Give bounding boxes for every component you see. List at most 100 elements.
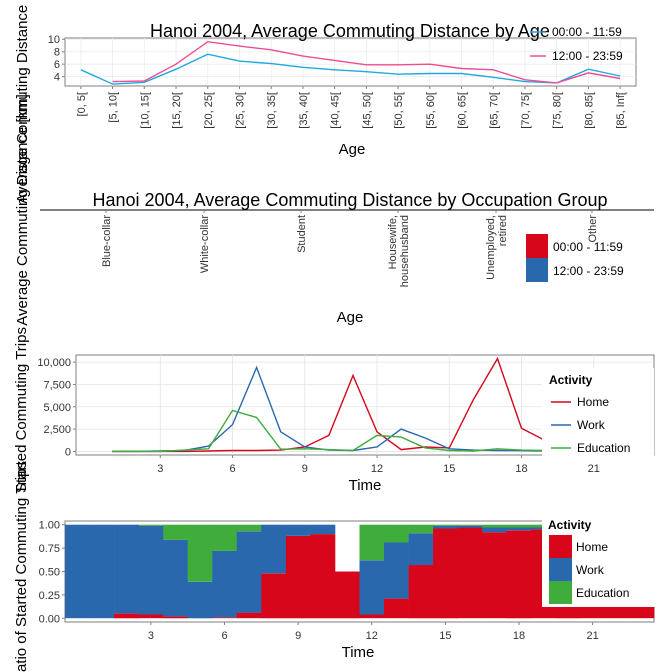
- y-tick-label: 0.00: [39, 613, 60, 625]
- stacked-bar-work: [285, 524, 311, 536]
- y-tick-label: 10,000: [37, 357, 71, 369]
- y-tick-label: 7,500: [43, 379, 71, 391]
- x-tick-label: [50, 55[: [393, 92, 405, 129]
- legend-title: Activity: [548, 518, 592, 532]
- y-tick-label: 8: [54, 47, 60, 59]
- stacked-bar-home: [138, 614, 164, 619]
- y-tick-label: 6: [54, 59, 60, 71]
- legend-box: [542, 368, 654, 458]
- x-tick-label: [0, 5[: [76, 92, 88, 116]
- x-tick-label: Unemployed,retired: [485, 215, 509, 280]
- x-tick-label: 21: [588, 463, 600, 475]
- series-line-2: [112, 40, 621, 84]
- stacked-bar-home: [285, 536, 311, 619]
- trip-ratio-chart: 0.00 0.25 0.50 0.75 1.00 3 6 9 12 15 18 21 Time Ratio…: [13, 461, 660, 672]
- stacked-bar-work: [433, 525, 458, 529]
- legend-label: 00:00 - 11:59: [553, 240, 623, 254]
- x-tick-label: 15: [443, 463, 455, 475]
- x-tick-label: Other: [587, 215, 599, 243]
- legend-label: 12:00 - 23:59: [552, 49, 623, 63]
- legend-key: [526, 234, 548, 258]
- stacked-bar-education: [359, 524, 385, 561]
- stacked-bar-work: [359, 560, 385, 615]
- stacked-bar-home: [114, 613, 139, 619]
- stacked-bar-work: [187, 581, 213, 619]
- x-tick-label: 6: [229, 463, 235, 475]
- stacked-bar-home: [433, 528, 458, 619]
- stacked-bar-work: [236, 531, 262, 613]
- x-tick-label: 21: [587, 630, 599, 642]
- stacked-bar-work: [89, 524, 115, 619]
- y-axis-title: Average Commuting Distance [km]: [14, 0, 31, 204]
- y-tick-label: 0.25: [39, 590, 60, 602]
- stacked-bar-education: [482, 524, 508, 528]
- stacked-bar-education: [236, 524, 262, 532]
- x-tick-label: [85, Inf[: [615, 92, 627, 129]
- stacked-bar-work: [310, 524, 336, 535]
- x-tick-label: [60, 65[: [457, 92, 469, 129]
- legend-key: [549, 581, 572, 604]
- legend-label: Home: [576, 540, 608, 554]
- stacked-bar-home: [384, 598, 409, 619]
- stacked-bar-home: [163, 616, 189, 619]
- x-tick-label: [75, 80[: [552, 92, 564, 129]
- stacked-bar-education: [138, 524, 164, 526]
- y-tick-label: 0: [65, 446, 71, 458]
- stacked-bar-work: [261, 524, 287, 574]
- stacked-bar-education: [433, 524, 458, 526]
- stacked-bar-work: [384, 542, 409, 599]
- x-axis-title: Time: [342, 644, 375, 661]
- x-tick-label: [70, 75[: [520, 92, 532, 129]
- x-tick-label: 9: [302, 463, 308, 475]
- stacked-bar-home: [212, 617, 238, 619]
- stacked-bar-education: [408, 524, 434, 534]
- x-tick-label: [80, 85[: [583, 92, 595, 129]
- x-tick-label: [25, 30[: [234, 92, 246, 129]
- x-axis-title: Age: [337, 309, 364, 326]
- x-tick-label: [45, 50[: [361, 92, 373, 129]
- stacked-bar-home: [482, 532, 508, 619]
- stacked-bar-home: [261, 573, 287, 619]
- occupation-distance-chart: Blue-collar White-collar Student Housewife,…: [14, 94, 654, 326]
- x-tick-label: 3: [148, 630, 154, 642]
- legend-key: [549, 535, 572, 558]
- x-tick-label: 6: [221, 630, 227, 642]
- x-tick-label: [40, 45[: [330, 92, 342, 129]
- y-tick-label: 1.00: [39, 520, 60, 532]
- x-tick-label: Housewife,househusband: [387, 215, 411, 287]
- legend-key: [549, 558, 572, 581]
- stacked-bar-education: [163, 524, 189, 540]
- stacked-bar-work: [65, 524, 90, 619]
- x-axis-title: Time: [349, 477, 382, 494]
- stacked-bar-work: [506, 527, 532, 531]
- stacked-bar-home: [408, 565, 434, 619]
- x-tick-label: Student: [296, 215, 308, 253]
- x-tick-label: [35, 40[: [298, 92, 310, 129]
- started-trips-chart: 0 2,500 5,000 7,500 10,000 3 6 9 12 15 18 21 Time Sta…: [13, 327, 655, 494]
- stacked-bar-work: [212, 550, 238, 618]
- x-axis-title: Age: [339, 141, 366, 158]
- stacked-bar-work: [138, 525, 164, 615]
- y-axis-title: Started Commuting Trips: [13, 327, 30, 493]
- y-tick-label: 5,000: [43, 402, 71, 414]
- stacked-bar-home: [457, 527, 483, 619]
- x-tick-label: 9: [295, 630, 301, 642]
- stacked-bar-work: [114, 524, 139, 614]
- legend-label: 00:00 - 11:59: [552, 25, 622, 39]
- series-line-1: [80, 53, 621, 85]
- stacked-bar-education: [384, 524, 409, 543]
- stacked-bar-education: [506, 524, 532, 528]
- stacked-bar-home: [310, 534, 336, 619]
- x-tick-label: [55, 60[: [425, 92, 437, 129]
- x-tick-label: [30, 35[: [266, 92, 278, 129]
- legend-label: Work: [576, 563, 605, 577]
- y-tick-label: 10: [48, 34, 60, 46]
- x-tick-label: 3: [157, 463, 163, 475]
- x-tick-label: 12: [366, 630, 378, 642]
- x-tick-label: Blue-collar: [101, 215, 113, 267]
- x-tick-label: [5, 10[: [108, 92, 120, 123]
- stacked-bar-work: [408, 533, 434, 565]
- x-tick-label: [20, 25[: [203, 92, 215, 129]
- stacked-bar-work: [457, 525, 483, 528]
- legend-key: [526, 258, 548, 282]
